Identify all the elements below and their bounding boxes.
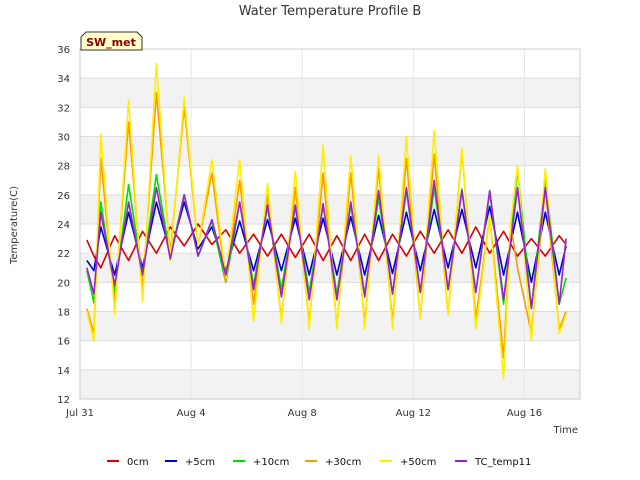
y-tick-label: 14: [57, 366, 70, 377]
series-line-0cm: [86, 223, 567, 269]
legend-label: +10cm: [253, 457, 289, 468]
series-line-tc-temp11: [86, 179, 567, 310]
background-band: [80, 369, 580, 399]
y-tick-label: 34: [57, 74, 70, 85]
y-tick-label: 30: [57, 133, 70, 144]
station-label-box: SW_met: [80, 31, 143, 51]
x-tick-label: Aug 12: [396, 408, 431, 419]
legend: 0cm +5cm +10cm +30cm +50cm TC_temp11: [107, 457, 531, 468]
y-tick-label: 12: [57, 395, 70, 406]
background-band: [80, 136, 580, 166]
series-line--5cm: [86, 201, 567, 284]
y-tick-label: 20: [57, 278, 70, 289]
y-tick-label: 18: [57, 308, 70, 319]
y-tick-label: 22: [57, 249, 70, 260]
x-tick-label: Aug 4: [177, 408, 206, 419]
x-axis-ticks: Jul 31 Aug 4 Aug 8 Aug 12 Aug 16: [65, 408, 542, 419]
x-axis-title: Time: [553, 425, 578, 436]
series-lines: [86, 62, 567, 380]
legend-label: 0cm: [127, 457, 149, 468]
x-tick-label: Aug 16: [507, 408, 542, 419]
plot-frame: [79, 48, 581, 400]
station-label: SW_met: [86, 36, 136, 49]
chart-title: Water Temperature Profile B: [239, 4, 422, 19]
y-tick-label: 16: [57, 337, 70, 348]
y-axis-title: Temperature(C): [9, 186, 20, 265]
y-tick-label: 26: [57, 191, 70, 202]
legend-label: +5cm: [185, 457, 215, 468]
series-line--50cm: [86, 62, 567, 380]
y-tick-label: 24: [57, 220, 70, 231]
x-tick-label: Jul 31: [65, 408, 94, 419]
x-tick-label: Aug 8: [288, 408, 317, 419]
legend-label: +50cm: [400, 457, 436, 468]
y-tick-label: 28: [57, 162, 70, 173]
y-axis-ticks: 12 14 16 18 20 22 24 26 28 30 32 34 36: [57, 45, 70, 406]
y-tick-label: 36: [57, 45, 70, 56]
background-band: [80, 78, 580, 108]
legend-label: TC_temp11: [474, 457, 531, 468]
legend-label: +30cm: [325, 457, 361, 468]
y-tick-label: 32: [57, 103, 70, 114]
background-band: [80, 311, 580, 341]
station-label-shape: [80, 31, 143, 51]
